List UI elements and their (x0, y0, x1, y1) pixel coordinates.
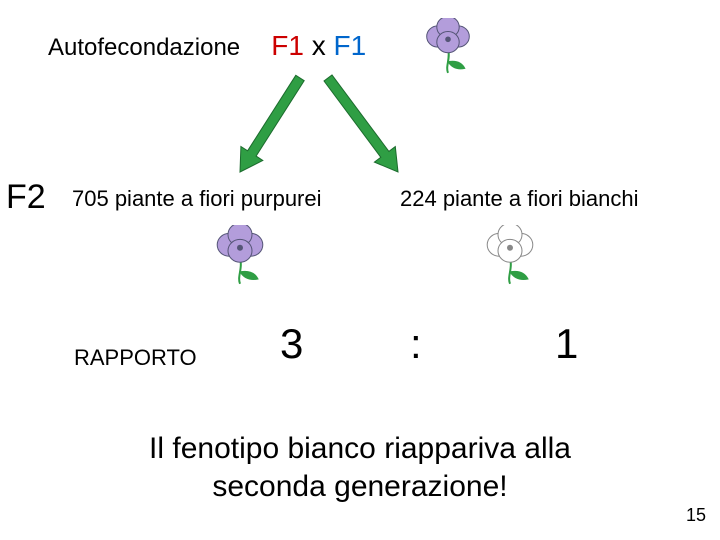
white-plants-text: 224 piante a fiori bianchi (400, 186, 639, 212)
conclusion-line1: Il fenotipo bianco riappariva alla (149, 432, 571, 465)
page-number: 15 (686, 505, 706, 526)
flower-icon-purple (210, 225, 270, 285)
ratio-colon: : (410, 320, 422, 368)
slide: Autofecondazione F1 x F1 F2 705 piante a… (0, 0, 720, 540)
rapporto-label: RAPPORTO (74, 345, 197, 371)
f2-label: F2 (6, 178, 46, 217)
conclusion-text: Il fenotipo bianco riappariva alla secon… (0, 430, 720, 505)
flower-icon-white (480, 225, 540, 285)
conclusion-line2: seconda generazione! (212, 470, 507, 503)
ratio-3: 3 (280, 320, 303, 368)
ratio-1: 1 (555, 320, 578, 368)
purple-plants-text: 705 piante a fiori purpurei (72, 186, 322, 212)
